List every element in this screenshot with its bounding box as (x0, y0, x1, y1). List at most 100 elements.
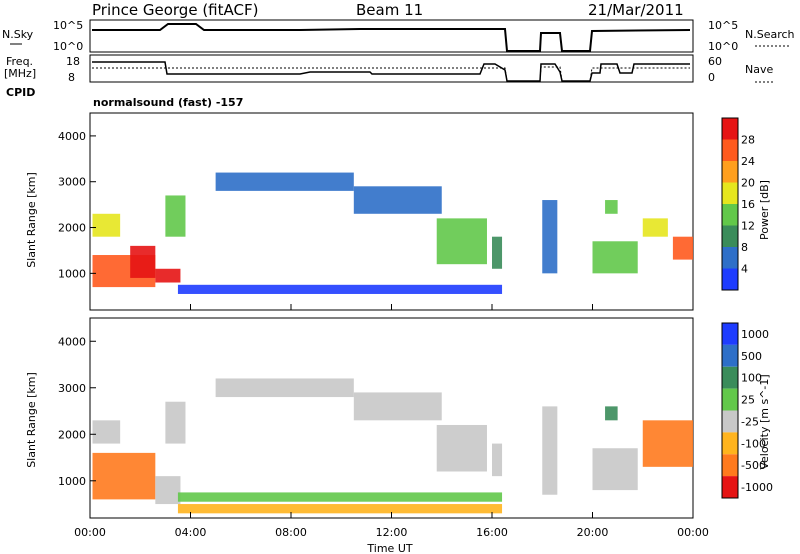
power-data-patch (92, 213, 121, 237)
power-data-patch (672, 236, 693, 260)
velocity-colorbar-segment (722, 454, 738, 477)
power-data-patch (177, 284, 503, 294)
velocity-colorbar: 1000 500 100 25 -25 -100 -500 -1000 (721, 322, 773, 499)
velocity-colorbar-segment (722, 476, 738, 498)
freq-trace (92, 61, 690, 82)
velocity-colorbar-tick: -25 (741, 415, 759, 428)
velocity-data-layer (92, 378, 693, 514)
velocity-colorbar-tick: 500 (741, 350, 762, 363)
velocity-data-patch (165, 401, 186, 444)
noise-right-tick-top: 10^5 (708, 19, 738, 32)
x-tick-label: 20:00 (577, 526, 609, 539)
cpid-label: CPID (6, 86, 35, 99)
velocity-data-patch (642, 420, 693, 467)
power-colorbar-tick: 20 (741, 177, 755, 190)
velocity-colorbar-tick: -100 (741, 437, 766, 450)
power-colorbar-tick: 12 (741, 220, 755, 233)
velocity-data-patch (436, 424, 487, 472)
x-tick-label: 16:00 (476, 526, 508, 539)
velocity-colorbar-segment (722, 344, 738, 367)
power-y-tick-label: 1000 (58, 267, 86, 280)
power-colorbar-segment (722, 204, 738, 226)
power-y-tick-label: 3000 (58, 176, 86, 189)
nave-trace (92, 66, 690, 82)
velocity-y-tick-label: 4000 (58, 335, 86, 348)
velocity-colorbar-label: Velocity [m s^-1] (758, 374, 771, 469)
power-data-patch (492, 236, 503, 269)
freq-left-label-1: Freq. (6, 55, 33, 68)
power-data-patch (155, 268, 181, 283)
freq-left-label-2: [MHz] (4, 67, 36, 80)
power-y-tick-label: 4000 (58, 130, 86, 143)
velocity-y-ticks: 1000 2000 3000 4000 (58, 335, 96, 488)
date-label: 21/Mar/2011 (588, 1, 684, 19)
noise-sky-trace (92, 23, 691, 52)
power-data-patch (436, 218, 487, 265)
velocity-data-patch (542, 406, 558, 495)
velocity-y-tick-label: 3000 (58, 382, 86, 395)
velocity-y-tick-label: 1000 (58, 475, 86, 488)
power-colorbar: 4 8 12 16 20 24 28 (721, 117, 755, 291)
freq-left-tick-bottom: 8 (68, 71, 75, 84)
power-data-patch (605, 200, 618, 214)
power-data-patch (642, 218, 668, 237)
freq-right-label: Nave (745, 63, 773, 76)
velocity-y-label: Slant Range [km] (25, 372, 38, 468)
velocity-colorbar-tick: -500 (741, 459, 766, 472)
cpid-text: normalsound (fast) -157 (93, 96, 243, 109)
power-data-patch (130, 245, 156, 278)
velocity-colorbar-tick: 100 (741, 372, 762, 385)
velocity-colorbar-segment (722, 388, 738, 411)
power-data-patch (165, 195, 186, 237)
velocity-data-patch (592, 448, 638, 491)
noise-right-label: N.Search (745, 28, 795, 41)
power-data-layer (92, 172, 693, 294)
velocity-data-patch (92, 420, 121, 444)
noise-right-tick-bottom: 10^0 (708, 40, 738, 53)
velocity-data-patch (155, 476, 181, 505)
power-colorbar-tick: 24 (741, 155, 755, 168)
power-colorbar-segment (722, 182, 738, 204)
power-colorbar-segment (722, 161, 738, 183)
beam-label: Beam 11 (356, 1, 423, 19)
power-data-patch (592, 241, 638, 274)
x-tick-label: 08:00 (275, 526, 307, 539)
freq-panel-frame (89, 54, 694, 83)
x-tick-label: 12:00 (376, 526, 408, 539)
freq-right-tick-bottom: 0 (708, 71, 715, 84)
velocity-data-patch (605, 406, 618, 421)
velocity-colorbar-segment (722, 323, 738, 345)
power-colorbar-frame (721, 117, 739, 291)
x-tick-label: 00:00 (677, 526, 709, 539)
power-colorbar-label: Power [dB] (758, 180, 771, 240)
noise-left-tick-top: 10^5 (53, 19, 83, 32)
velocity-colorbar-segment (722, 432, 738, 455)
power-colorbar-segment (722, 225, 738, 247)
velocity-colorbar-tick: -1000 (741, 481, 773, 494)
velocity-data-patch (492, 443, 503, 477)
power-data-patch (215, 172, 354, 191)
power-colorbar-segment (722, 118, 738, 140)
x-tick-label: 00:00 (74, 526, 106, 539)
velocity-data-patch (177, 492, 503, 502)
power-y-ticks: 1000 2000 3000 4000 (58, 130, 96, 280)
velocity-colorbar-frame (721, 322, 739, 499)
power-data-patch (353, 186, 442, 214)
velocity-data-patch (353, 392, 442, 421)
noise-left-label: N.Sky (2, 28, 34, 41)
power-panel: 1000 2000 3000 4000 Slant Range [km] 4 8 12 16… (25, 112, 771, 311)
power-colorbar-tick: 8 (741, 241, 748, 254)
freq-right-tick-top: 60 (708, 55, 722, 68)
velocity-data-patch (177, 504, 503, 514)
velocity-panel: 1000 2000 3000 4000 Slant Range [km] 1000 50… (25, 317, 773, 519)
velocity-colorbar-tick: 1000 (741, 328, 769, 341)
noise-left-tick-bottom: 10^0 (53, 40, 83, 53)
power-colorbar-tick: 28 (741, 134, 755, 147)
power-colorbar-tick: 16 (741, 198, 755, 211)
velocity-colorbar-tick: 25 (741, 394, 755, 407)
x-tick-label: 04:00 (175, 526, 207, 539)
power-colorbar-segment (722, 247, 738, 269)
power-y-label: Slant Range [km] (25, 172, 38, 268)
velocity-y-tick-label: 2000 (58, 428, 86, 441)
